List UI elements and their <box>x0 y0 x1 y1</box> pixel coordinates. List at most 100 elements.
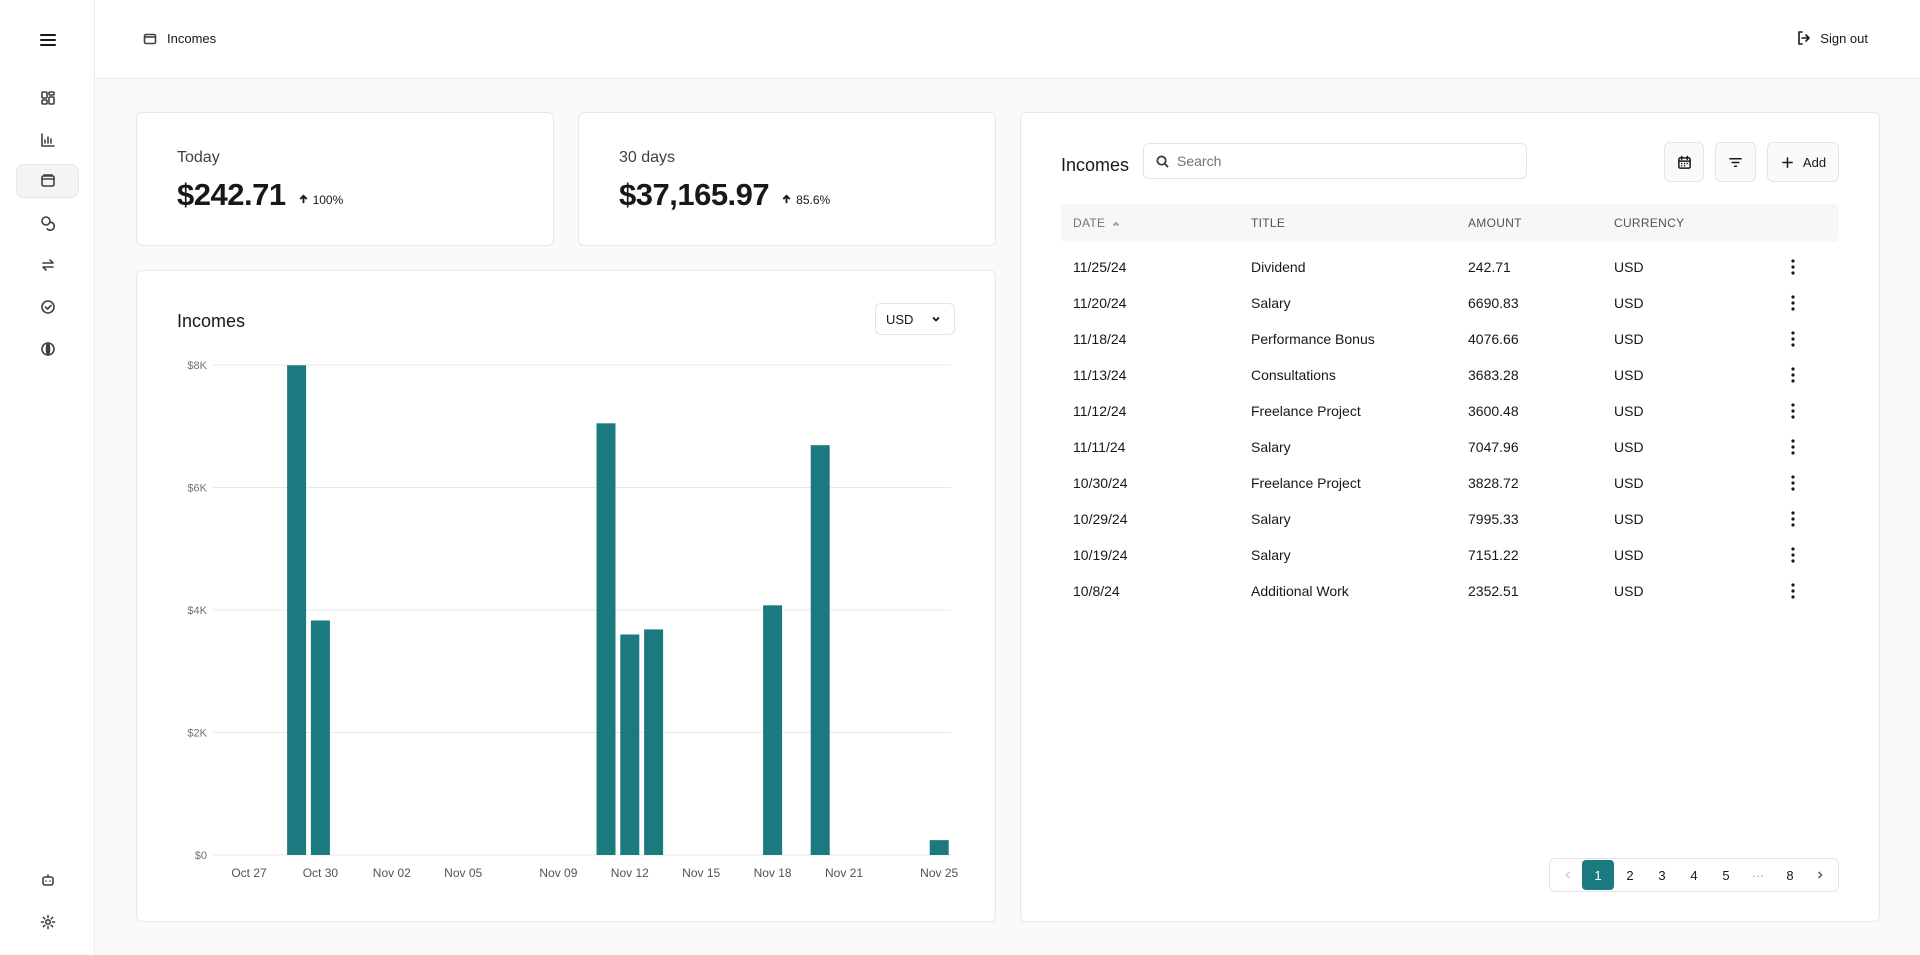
x-tick-label: Oct 30 <box>303 866 339 880</box>
chart-bar[interactable] <box>763 605 783 855</box>
chart-bar[interactable] <box>287 365 307 855</box>
arrow-up-icon <box>782 194 791 204</box>
search-box <box>1143 143 1527 179</box>
column-header-title: TITLE <box>1251 216 1286 230</box>
row-actions-button[interactable] <box>1781 579 1805 603</box>
row-actions-button[interactable] <box>1781 435 1805 459</box>
page-button-2[interactable]: 2 <box>1626 867 1634 883</box>
chevron-left-icon <box>1565 871 1571 879</box>
table-row[interactable]: 11/18/24 Performance Bonus 4076.66 USD <box>1061 321 1839 357</box>
chart-bar[interactable] <box>620 634 640 855</box>
page-button-8[interactable]: 8 <box>1786 867 1794 883</box>
page-button-4[interactable]: 4 <box>1690 867 1698 883</box>
stat-label: Today <box>177 149 220 166</box>
cell-currency: USD <box>1614 331 1644 347</box>
sidebar-item-assistant[interactable] <box>16 863 79 897</box>
prev-page-button[interactable] <box>1554 860 1582 890</box>
stat-change: 85.6% <box>781 193 830 207</box>
table-row[interactable]: 11/20/24 Salary 6690.83 USD <box>1061 285 1839 321</box>
table-header: DATE TITLE AMOUNT CURRENCY <box>1061 204 1839 242</box>
cell-date: 10/29/24 <box>1073 511 1128 527</box>
cell-title: Additional Work <box>1251 583 1349 599</box>
page-button-1[interactable]: 1 <box>1582 860 1614 890</box>
cell-title: Freelance Project <box>1251 475 1361 491</box>
row-actions-button[interactable] <box>1781 543 1805 567</box>
chart-bar[interactable] <box>644 629 664 855</box>
sign-out-button[interactable]: Sign out <box>1796 30 1868 46</box>
cell-title: Salary <box>1251 295 1291 311</box>
sidebar-item-dashboard[interactable] <box>16 81 79 115</box>
cell-title: Salary <box>1251 547 1291 563</box>
chevron-down-icon <box>932 316 940 322</box>
cell-amount: 3828.72 <box>1468 475 1519 491</box>
column-header-date[interactable]: DATE <box>1073 216 1121 230</box>
x-tick-label: Nov 12 <box>611 866 649 880</box>
cell-amount: 7995.33 <box>1468 511 1519 527</box>
sidebar-item-incomes[interactable] <box>16 164 79 198</box>
chart-bar[interactable] <box>310 620 330 855</box>
cell-currency: USD <box>1614 547 1644 563</box>
chart-bar[interactable] <box>810 445 830 855</box>
chart-title: Incomes <box>177 311 246 331</box>
sidebar-item-coins[interactable] <box>16 206 79 240</box>
row-actions-button[interactable] <box>1781 507 1805 531</box>
more-vertical-icon <box>1791 331 1795 347</box>
row-actions-button[interactable] <box>1781 399 1805 423</box>
transfer-icon <box>41 259 54 271</box>
chart-bar[interactable] <box>929 840 949 855</box>
sidebar-item-currencies[interactable] <box>16 332 79 366</box>
table-row[interactable]: 11/12/24 Freelance Project 3600.48 USD <box>1061 393 1839 429</box>
stat-value: $242.71 <box>177 177 286 212</box>
more-vertical-icon <box>1791 295 1795 311</box>
sidebar-item-goals[interactable] <box>16 290 79 324</box>
search-input[interactable] <box>1177 153 1507 169</box>
table-row[interactable]: 11/11/24 Salary 7047.96 USD <box>1061 429 1839 465</box>
bot-icon <box>41 874 54 886</box>
table-title: Incomes <box>1061 155 1130 175</box>
table-row[interactable]: 10/8/24 Additional Work 2352.51 USD <box>1061 573 1839 609</box>
cell-amount: 242.71 <box>1468 259 1511 275</box>
currency-select[interactable]: USD <box>875 303 955 335</box>
table-row[interactable]: 11/13/24 Consultations 3683.28 USD <box>1061 357 1839 393</box>
cell-amount: 3683.28 <box>1468 367 1519 383</box>
chart-bar[interactable] <box>596 423 616 855</box>
page-button-5[interactable]: 5 <box>1722 867 1730 883</box>
row-actions-button[interactable] <box>1781 255 1805 279</box>
table-row[interactable]: 10/19/24 Salary 7151.22 USD <box>1061 537 1839 573</box>
page-button-3[interactable]: 3 <box>1658 867 1666 883</box>
cell-title: Consultations <box>1251 367 1336 383</box>
sidebar <box>0 0 95 955</box>
sidebar-item-analytics[interactable] <box>16 123 79 157</box>
sidebar-item-transfers[interactable] <box>16 248 79 282</box>
arrow-up-icon <box>299 194 307 204</box>
date-range-button[interactable] <box>1664 142 1704 182</box>
table-row[interactable]: 10/30/24 Freelance Project 3828.72 USD <box>1061 465 1839 501</box>
menu-button[interactable] <box>16 23 79 57</box>
stat-change: 100% <box>298 193 343 207</box>
cell-title: Salary <box>1251 439 1291 455</box>
row-actions-button[interactable] <box>1781 291 1805 315</box>
more-vertical-icon <box>1791 583 1795 599</box>
currency-select-value: USD <box>886 311 914 327</box>
table-row[interactable]: 11/25/24 Dividend 242.71 USD <box>1061 249 1839 285</box>
more-vertical-icon <box>1791 475 1795 491</box>
cell-amount: 7047.96 <box>1468 439 1519 455</box>
incomes-table-card: Incomes Add DATE TITLE AMOUNT CURRENCY 1… <box>1020 112 1880 922</box>
next-page-button[interactable] <box>1806 860 1834 890</box>
more-vertical-icon <box>1791 511 1795 527</box>
filter-button[interactable] <box>1715 142 1756 182</box>
table-row[interactable]: 10/29/24 Salary 7995.33 USD <box>1061 501 1839 537</box>
x-tick-label: Nov 25 <box>920 866 958 880</box>
row-actions-button[interactable] <box>1781 363 1805 387</box>
sidebar-item-settings[interactable] <box>16 905 79 939</box>
row-actions-button[interactable] <box>1781 327 1805 351</box>
cell-currency: USD <box>1614 583 1644 599</box>
row-actions-button[interactable] <box>1781 471 1805 495</box>
income-bar-chart: $0 $2K $4K $6K $8K Oct 27 Oct 30 Nov 02 Nov 05 No… <box>187 360 958 880</box>
wallet-icon <box>40 174 55 187</box>
breadcrumb-label: Incomes <box>167 31 217 46</box>
y-tick-label: $2K <box>187 728 207 740</box>
add-income-button[interactable]: Add <box>1767 142 1839 182</box>
cell-amount: 3600.48 <box>1468 403 1519 419</box>
more-vertical-icon <box>1791 439 1795 455</box>
